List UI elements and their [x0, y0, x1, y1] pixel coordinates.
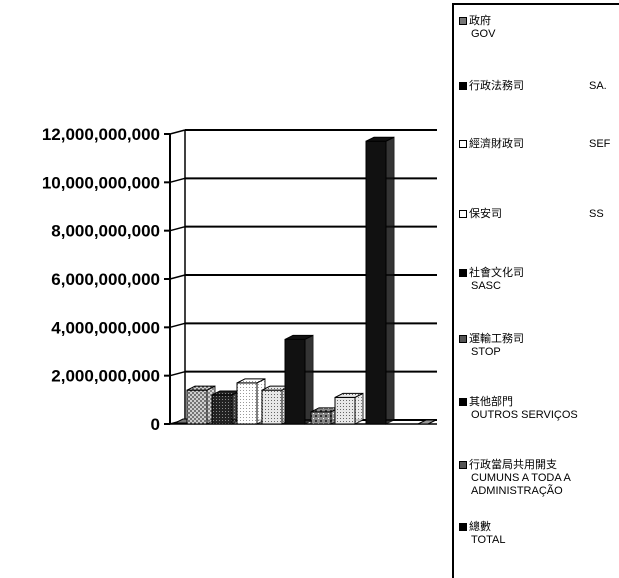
legend-label-zh: 保安司: [469, 208, 502, 220]
bar: [236, 378, 266, 425]
legend-label-zh: 其他部門: [469, 396, 513, 408]
gridline-diagonal: [169, 274, 186, 280]
legend-label-sub: SASC: [471, 280, 501, 292]
legend-code: SEF: [589, 138, 611, 150]
y-tick-label: 10,000,000,000: [42, 173, 160, 192]
legend-swatch: [459, 269, 467, 277]
legend-label-zh: 社會文化司: [469, 267, 524, 279]
legend-item: 行政當局共用開支 CUMUNS A TODA A ADMINISTRAÇÃO: [459, 459, 571, 498]
bar: [365, 136, 395, 425]
legend-swatch: [459, 140, 467, 148]
gridline-diagonal: [169, 177, 186, 184]
legend-label-sub: OUTROS SERVIÇOS: [471, 409, 578, 421]
y-tick-label: 2,000,000,000: [51, 367, 160, 386]
legend-item: 經濟財政司 SEF: [459, 138, 610, 151]
legend-code: SA.: [589, 80, 607, 92]
gridline-diagonal: [169, 225, 186, 232]
y-tick-label: 6,000,000,000: [51, 270, 160, 289]
legend-label-zh: 運輸工務司: [469, 333, 524, 345]
bar: [334, 392, 364, 425]
y-tick-label: 4,000,000,000: [51, 318, 160, 337]
legend-label-zh: 政府: [469, 15, 491, 27]
gridline-diagonal: [169, 322, 186, 329]
legend-swatch: [459, 523, 467, 531]
legend-swatch: [459, 82, 467, 90]
gridline-diagonal: [169, 129, 186, 135]
legend-label-sub: CUMUNS A TODA A: [471, 472, 571, 484]
legend: 政府 GOV 行政法務司 SA. 經濟財政司 SEF 保安司 SS 社會文化司 SASC 運輸工務司…: [452, 3, 619, 578]
bar: [211, 390, 241, 425]
legend-label-sub: STOP: [471, 346, 501, 358]
legend-item: 保安司 SS: [459, 208, 604, 221]
y-axis: 12,000,000,000 10,000,000,000 8,000,000,00…: [42, 125, 437, 434]
bar-edge: [417, 419, 437, 425]
legend-item: 其他部門 OUTROS SERVIÇOS: [459, 396, 578, 422]
legend-swatch: [459, 210, 467, 218]
legend-label-zh: 經濟財政司: [469, 138, 524, 150]
gridline-diagonal: [169, 370, 186, 377]
legend-label-sub: GOV: [471, 28, 496, 40]
legend-swatch: [459, 335, 467, 343]
legend-swatch: [459, 398, 467, 406]
bars: [174, 136, 437, 425]
legend-code: SS: [589, 208, 604, 220]
legend-swatch: [459, 17, 467, 25]
legend-item: 運輸工務司 STOP: [459, 333, 524, 359]
legend-item: 政府 GOV: [459, 15, 495, 41]
legend-swatch: [459, 461, 467, 469]
legend-item: 總數 TOTAL: [459, 521, 505, 547]
legend-item: 行政法務司 SA.: [459, 80, 607, 93]
legend-label-sub: TOTAL: [471, 534, 506, 546]
y-tick-label: 12,000,000,000: [42, 125, 160, 144]
legend-label-zh: 總數: [469, 521, 491, 533]
y-tick-label: 8,000,000,000: [51, 222, 160, 241]
legend-label-zh: 行政當局共用開支: [469, 459, 557, 471]
legend-item: 社會文化司 SASC: [459, 267, 524, 293]
bar: [284, 334, 314, 425]
y-tick-label: 0: [151, 415, 160, 434]
bar: [186, 385, 216, 425]
legend-label-sub: ADMINISTRAÇÃO: [471, 485, 563, 497]
legend-label-zh: 行政法務司: [469, 80, 524, 92]
